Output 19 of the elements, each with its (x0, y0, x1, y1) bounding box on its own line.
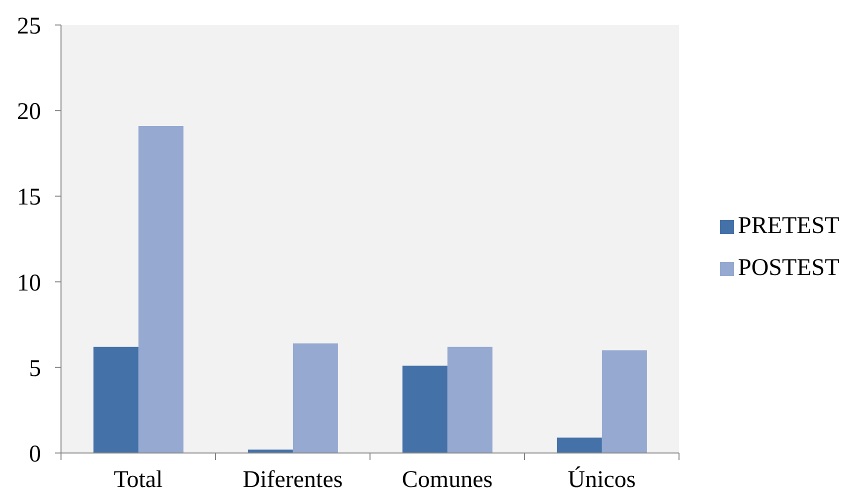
bar (556, 438, 602, 453)
y-tick-label: 5 (29, 356, 41, 382)
legend-label: POSTEST (738, 255, 840, 281)
y-tick-label: 15 (17, 184, 41, 211)
x-tick-label: Únicos (568, 466, 636, 494)
bar (402, 366, 448, 453)
bar (292, 343, 338, 453)
legend-label: PRETEST (738, 213, 840, 239)
y-tick-label: 0 (29, 442, 41, 468)
y-tick-label: 20 (17, 99, 41, 126)
bar (602, 350, 647, 453)
y-tick-label: 25 (17, 14, 41, 40)
bar (93, 346, 138, 453)
x-tick-label: Diferentes (242, 467, 343, 494)
y-tick-label: 10 (17, 270, 41, 296)
bar (138, 126, 184, 453)
bar (447, 346, 492, 453)
x-tick-label: Comunes (402, 467, 493, 494)
x-tick-label: Total (114, 467, 164, 494)
